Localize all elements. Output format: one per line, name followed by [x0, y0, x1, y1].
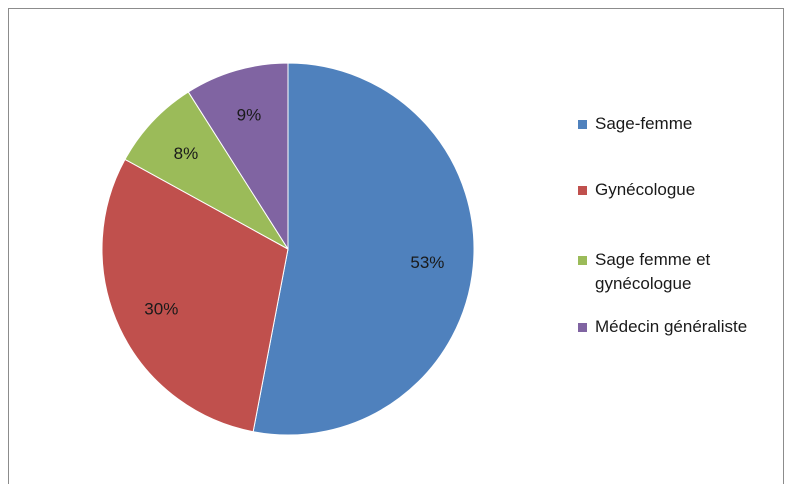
- data-label-medecin-generaliste: 9%: [237, 106, 262, 125]
- legend-label-sage-femme-et-gynecologue: Sage femme et gynécologue: [595, 250, 711, 293]
- data-label-gynecologue: 30%: [144, 300, 178, 319]
- legend-item-medecin-generaliste: Médecin généraliste: [578, 315, 747, 339]
- pie-slice-sage-femme: [252, 62, 475, 436]
- data-label-sage-femme: 53%: [410, 253, 444, 272]
- legend-item-sage-femme: Sage-femme: [578, 112, 692, 136]
- legend-swatch-medecin-generaliste: [578, 323, 587, 332]
- legend-label-sage-femme: Sage-femme: [595, 114, 693, 133]
- legend-swatch-gynecologue: [578, 186, 587, 195]
- pie-slice-sage-femme-et-gynecologue: [124, 91, 289, 250]
- data-label-sage-femme-et-gynecologue: 8%: [174, 144, 199, 163]
- legend-label-medecin-generaliste: Médecin généraliste: [595, 317, 748, 336]
- pie-slices: [101, 62, 475, 436]
- legend-swatch-sage-femme: [578, 120, 587, 129]
- legend-swatch-sage-femme-et-gynecologue: [578, 256, 587, 265]
- pie-slice-medecin-generaliste: [187, 62, 289, 251]
- legend-item-sage-femme-et-gynecologue: Sage femme et gynécologue: [578, 248, 710, 296]
- pie-data-labels: 53% 30% 8% 9%: [144, 106, 444, 319]
- legend-item-gynecologue: Gynécologue: [578, 178, 695, 202]
- pie-slice-gynecologue: [101, 158, 289, 433]
- legend-label-gynecologue: Gynécologue: [595, 180, 696, 199]
